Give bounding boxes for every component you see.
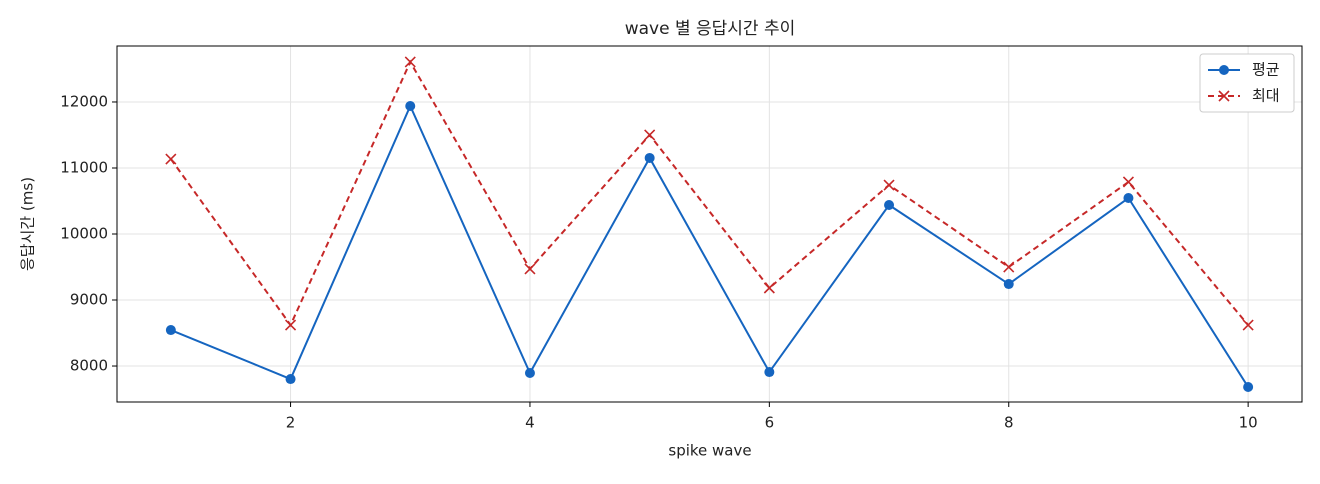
y-tick-label: 10000 [60,225,108,243]
marker [524,368,535,379]
legend-label: 최대 [1252,87,1280,105]
marker [1123,193,1134,204]
y-tick-label: 9000 [70,291,108,309]
series-line [170,103,1249,388]
x-tick-label: 6 [765,414,775,432]
y-tick-label: 8000 [70,357,108,375]
marker [764,367,775,378]
x-tick-label: 2 [286,414,296,432]
x-tick-label: 8 [1004,414,1014,432]
marker [763,282,775,294]
x-tick-label: 4 [525,414,535,432]
marker [1003,261,1015,273]
series-line [170,59,1249,328]
marker [1242,319,1254,331]
marker [405,101,416,112]
marker [1003,279,1014,290]
marker [644,129,656,141]
y-axis-label: 응답시간 (ms) [19,177,37,271]
marker [284,319,297,331]
chart-title: wave 별 응답시간 추이 [625,19,796,39]
y-tick-label: 11000 [60,158,108,176]
marker [285,374,296,385]
marker [884,200,895,211]
x-tick-label: 10 [1239,414,1258,432]
legend-marker [1219,65,1229,75]
legend-marker [1218,90,1230,102]
marker [165,325,176,336]
x-axis-label: spike wave [668,442,751,460]
marker [644,152,655,163]
marker [883,179,895,191]
marker [1243,382,1254,393]
marker [165,153,177,165]
marker [1122,176,1135,188]
legend-box [1199,53,1295,113]
marker [404,56,416,68]
plot-frame [116,45,1303,403]
y-tick-label: 12000 [60,92,108,110]
legend-label: 평균 [1252,61,1280,79]
marker [524,263,536,275]
